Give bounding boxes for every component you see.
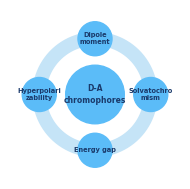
Text: Solvatochro
mism: Solvatochro mism xyxy=(129,88,173,101)
Circle shape xyxy=(78,22,112,56)
Circle shape xyxy=(78,133,112,167)
Circle shape xyxy=(66,65,124,124)
Text: Energy gap: Energy gap xyxy=(74,147,116,153)
Text: D-A
chromophores: D-A chromophores xyxy=(64,84,126,105)
Text: Hyperpolari
zability: Hyperpolari zability xyxy=(17,88,61,101)
Circle shape xyxy=(134,77,168,112)
Circle shape xyxy=(22,77,56,112)
Text: Dipole
moment: Dipole moment xyxy=(80,32,110,46)
